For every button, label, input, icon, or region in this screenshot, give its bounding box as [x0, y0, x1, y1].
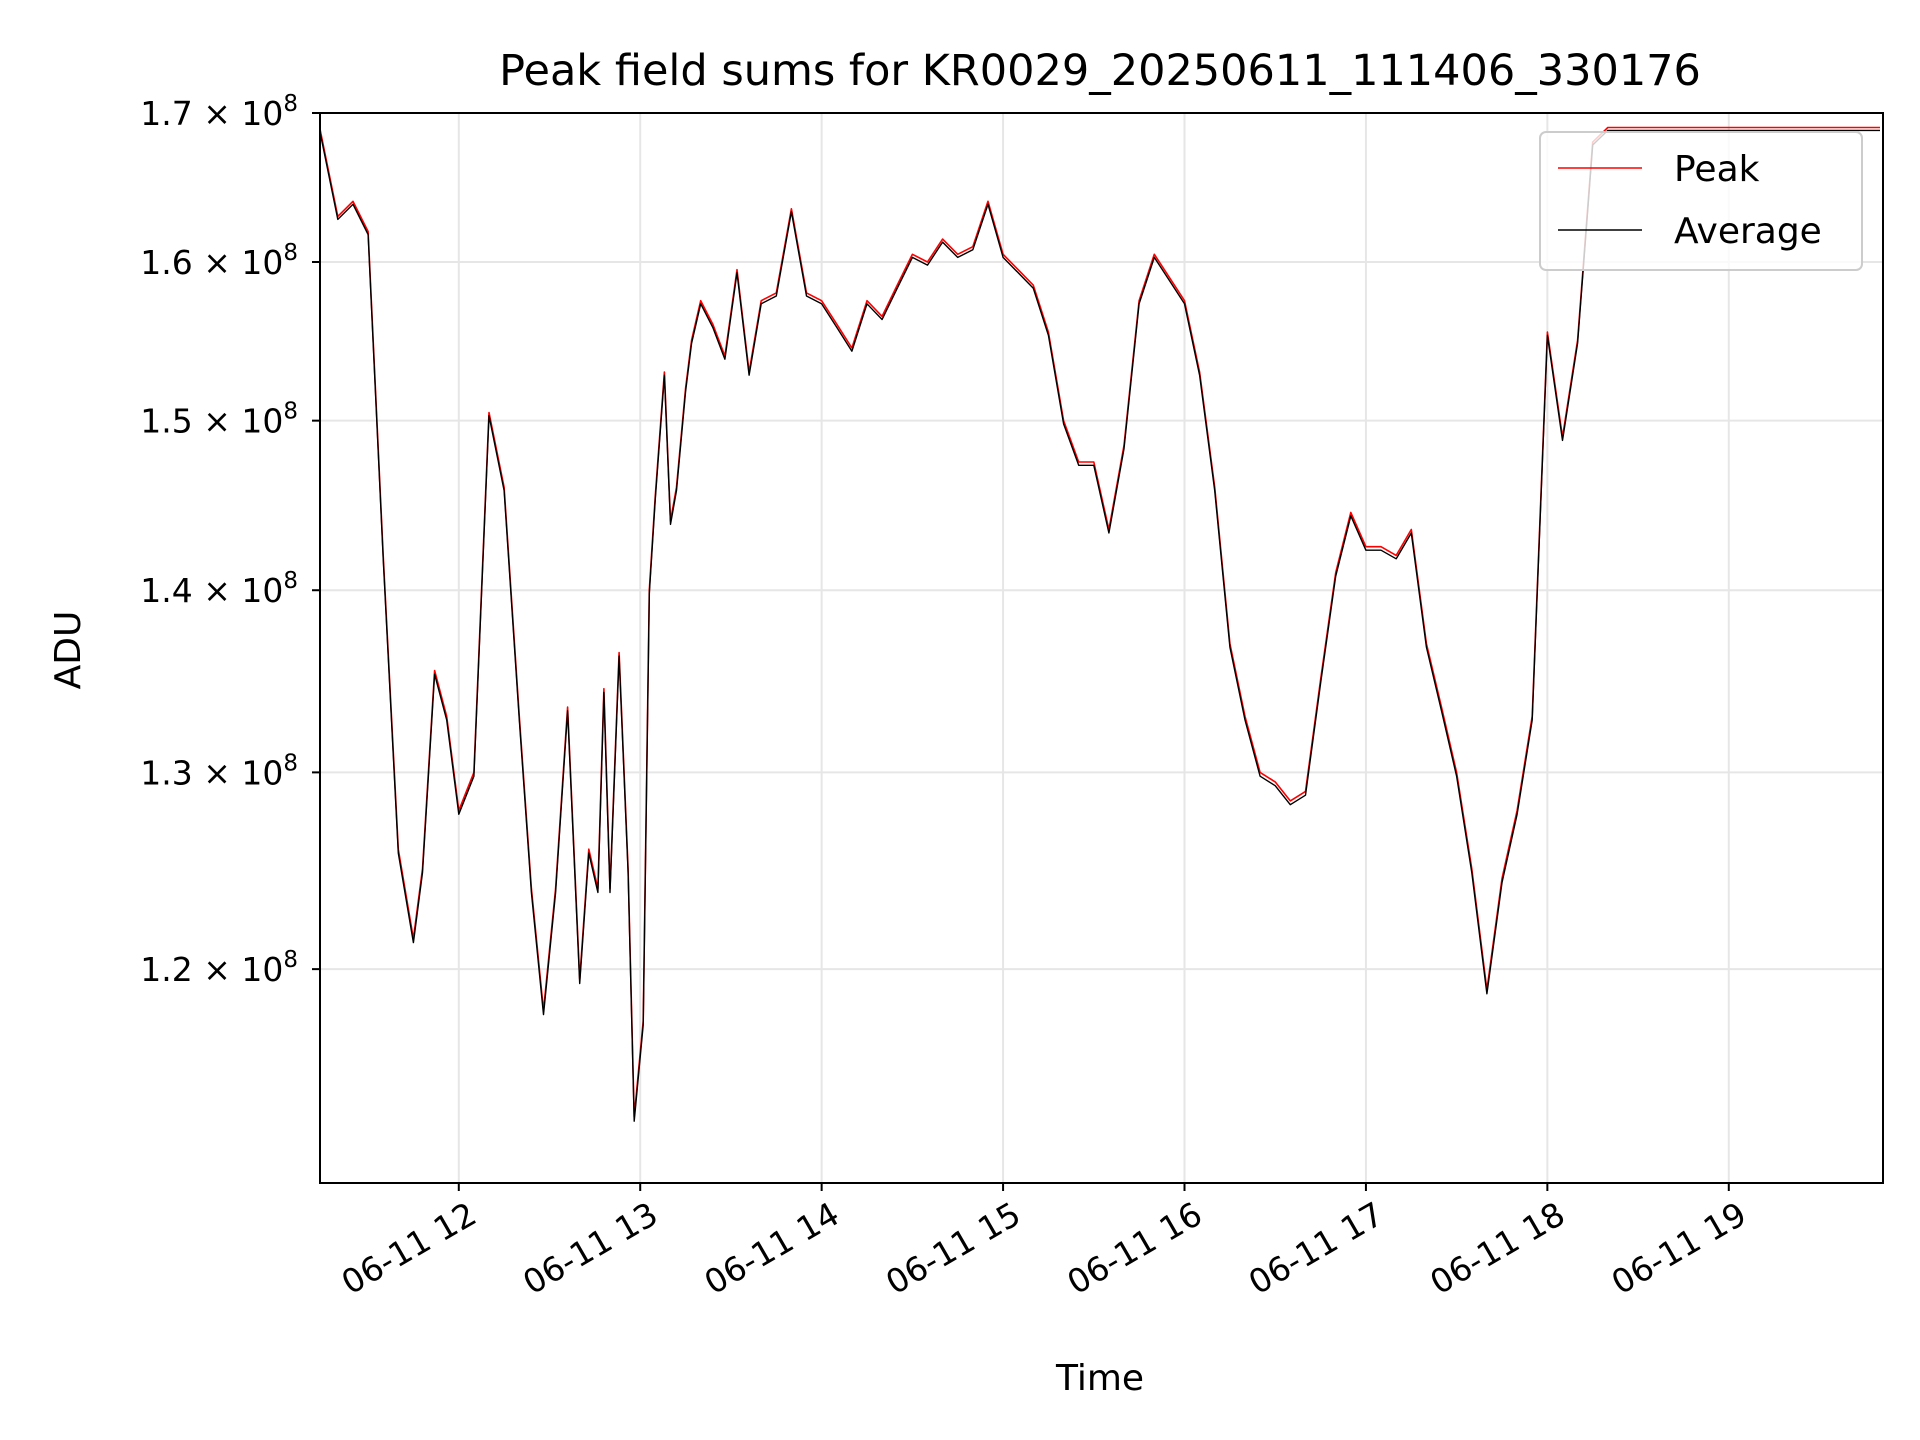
y-axis-label: ADU — [48, 611, 89, 690]
x-axis-label: Time — [1055, 1358, 1144, 1399]
legend-label-average: Average — [1674, 211, 1822, 252]
y-tick-exponent: 8 — [283, 750, 298, 776]
y-tick-label: 1.6 × 108 — [140, 240, 298, 282]
y-tick-exponent: 8 — [283, 91, 298, 117]
legend-label-peak: Peak — [1674, 149, 1760, 190]
y-tick-mantissa: 1.6 × 10 — [140, 243, 283, 282]
grid — [320, 112, 1883, 1183]
y-tick-label: 1.5 × 108 — [140, 399, 298, 441]
y-tick-mantissa: 1.5 × 10 — [140, 402, 283, 441]
y-tick-mantissa: 1.4 × 10 — [140, 571, 283, 610]
y-tick-label: 1.2 × 108 — [140, 947, 298, 989]
y-tick-label: 1.4 × 108 — [140, 568, 298, 610]
y-tick-mantissa: 1.2 × 10 — [140, 950, 283, 989]
y-tick-label: 1.7 × 108 — [140, 91, 298, 133]
y-tick-label: 1.3 × 108 — [140, 750, 298, 792]
chart-title: Peak field sums for KR0029_20250611_1114… — [499, 46, 1701, 96]
legend-box — [1539, 131, 1863, 271]
plot-frame — [319, 112, 1884, 1184]
legend: Peak Average — [1539, 131, 1863, 271]
y-tick-mantissa: 1.7 × 10 — [140, 94, 283, 133]
y-tick-mantissa: 1.3 × 10 — [140, 753, 283, 792]
y-tick-exponent: 8 — [283, 947, 298, 973]
y-tick-exponent: 8 — [283, 240, 298, 266]
y-tick-exponent: 8 — [283, 568, 298, 594]
y-tick-exponent: 8 — [283, 399, 298, 425]
